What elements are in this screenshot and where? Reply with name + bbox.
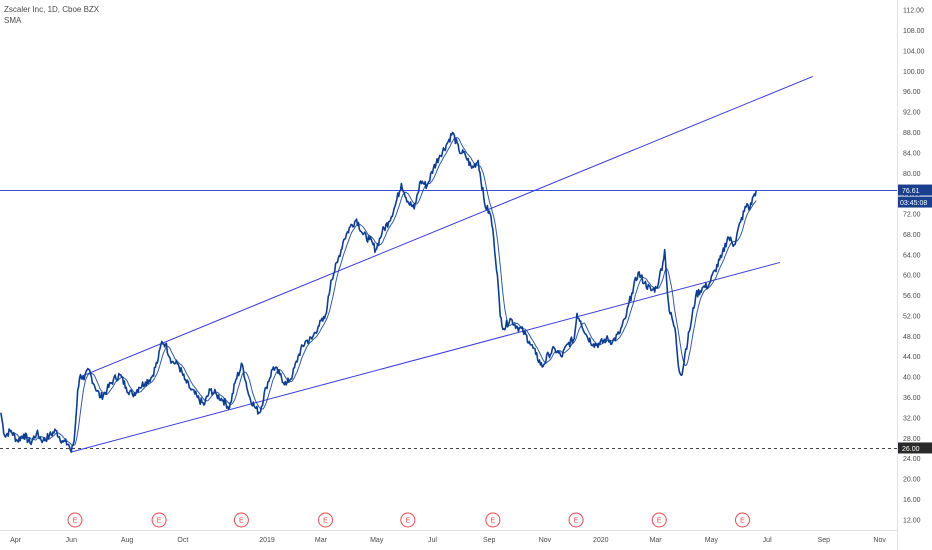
- price-tick-label: 52.00: [903, 313, 921, 320]
- upper-channel-trendline: [79, 75, 814, 378]
- last-price-badge: [898, 184, 932, 196]
- earnings-marker[interactable]: E: [568, 512, 584, 528]
- earnings-marker[interactable]: E: [151, 512, 167, 528]
- price-tick-label: 72.00: [903, 212, 921, 219]
- price-tick-label: 60.00: [903, 273, 921, 280]
- earnings-letter: E: [157, 518, 162, 525]
- earnings-marker[interactable]: E: [67, 512, 83, 528]
- price-tick-label: 48.00: [903, 334, 921, 341]
- drawing-layer: [0, 75, 897, 453]
- price-tick-label: 68.00: [903, 232, 921, 239]
- support-price-value: 26.00: [902, 446, 920, 453]
- earnings-marker[interactable]: E: [485, 512, 501, 528]
- indicator-label[interactable]: SMA: [4, 16, 22, 25]
- earnings-circle: [67, 512, 83, 528]
- price-tick-label: 44.00: [903, 354, 921, 361]
- price-tick-label: 104.00: [903, 48, 925, 55]
- sma-line: [8, 137, 757, 446]
- support-price-badge: [898, 442, 932, 454]
- time-tick-label: Sep: [483, 537, 496, 544]
- earnings-letter: E: [323, 518, 328, 525]
- earnings-letter: E: [740, 518, 745, 525]
- earnings-circle: [568, 512, 584, 528]
- earnings-circle: [400, 512, 416, 528]
- price-tick-label: 40.00: [903, 375, 921, 382]
- price-tick-label: 28.00: [903, 436, 921, 443]
- time-tick-label: Aug: [121, 537, 134, 544]
- earnings-letter: E: [239, 518, 244, 525]
- price-tick-label: 108.00: [903, 28, 925, 35]
- price-tick-label: 80.00: [903, 171, 921, 178]
- earnings-letter: E: [73, 518, 78, 525]
- earnings-letter: E: [405, 518, 410, 525]
- price-badges: 76.61 03:45:08 26.00: [898, 184, 932, 454]
- earnings-circle: [233, 512, 249, 528]
- lower-channel-trendline: [71, 261, 781, 453]
- price-tick-label: 32.00: [903, 415, 921, 422]
- price-tick-label: 92.00: [903, 110, 921, 117]
- price-tick-label: 20.00: [903, 477, 921, 484]
- earnings-circle: [734, 512, 750, 528]
- price-tick-label: 96.00: [903, 89, 921, 96]
- price-tick-label: 24.00: [903, 456, 921, 463]
- earnings-circle: [651, 512, 667, 528]
- time-tick-label: May: [370, 537, 384, 544]
- time-tick-label: May: [705, 537, 719, 544]
- earnings-circle: [151, 512, 167, 528]
- price-tick-label: 12.00: [903, 517, 921, 524]
- time-tick-label: Oct: [177, 537, 188, 544]
- earnings-marker[interactable]: E: [651, 512, 667, 528]
- price-tick-label: 16.00: [903, 497, 921, 504]
- time-tick-label: Nov: [539, 537, 552, 544]
- time-tick-label: 2019: [259, 537, 275, 544]
- earnings-marker[interactable]: E: [233, 512, 249, 528]
- countdown-badge: [898, 196, 932, 208]
- earnings-circle: [318, 512, 334, 528]
- price-tick-label: 84.00: [903, 150, 921, 157]
- time-tick-label: Mar: [650, 537, 663, 544]
- time-tick-label: Jul: [428, 537, 437, 544]
- price-tick-label: 88.00: [903, 130, 921, 137]
- price-tick-label: 100.00: [903, 69, 925, 76]
- time-tick-label: Nov: [873, 537, 886, 544]
- price-line: [0, 131, 757, 453]
- earnings-marker[interactable]: E: [400, 512, 416, 528]
- last-price-value: 76.61: [902, 188, 920, 195]
- time-tick-label: Mar: [315, 537, 328, 544]
- time-tick-label: Apr: [10, 537, 22, 544]
- time-tick-label: Sep: [818, 537, 831, 544]
- price-tick-label: 112.00: [903, 8, 924, 15]
- price-tick-label: 64.00: [903, 252, 921, 259]
- earnings-letter: E: [491, 518, 496, 525]
- earnings-letter: E: [574, 518, 579, 525]
- symbol-title[interactable]: Zscaler Inc, 1D, Cboe BZX: [4, 5, 100, 14]
- time-tick-label: Jun: [66, 537, 77, 544]
- price-axis[interactable]: 112.00 108.00 104.00 100.00 96.00 92.00 88.00 8…: [898, 0, 932, 550]
- bar-countdown: 03:45:08: [900, 200, 927, 207]
- time-tick-label: Jul: [763, 537, 772, 544]
- price-axis-bg: [898, 0, 932, 550]
- time-tick-label: 2020: [593, 537, 609, 544]
- chart-legend: Zscaler Inc, 1D, Cboe BZX SMA: [4, 4, 99, 26]
- price-tick-label: 56.00: [903, 293, 921, 300]
- earnings-marker[interactable]: E: [318, 512, 334, 528]
- price-tick-label: 36.00: [903, 395, 921, 402]
- earnings-marker[interactable]: E: [734, 512, 750, 528]
- time-axis[interactable]: Apr Jun Aug Oct 2019 Mar May Jul Sep Nov 2020 Mar Ma…: [10, 537, 886, 544]
- series-layer: [0, 131, 757, 453]
- earnings-circle: [485, 512, 501, 528]
- earnings-letter: E: [657, 518, 662, 525]
